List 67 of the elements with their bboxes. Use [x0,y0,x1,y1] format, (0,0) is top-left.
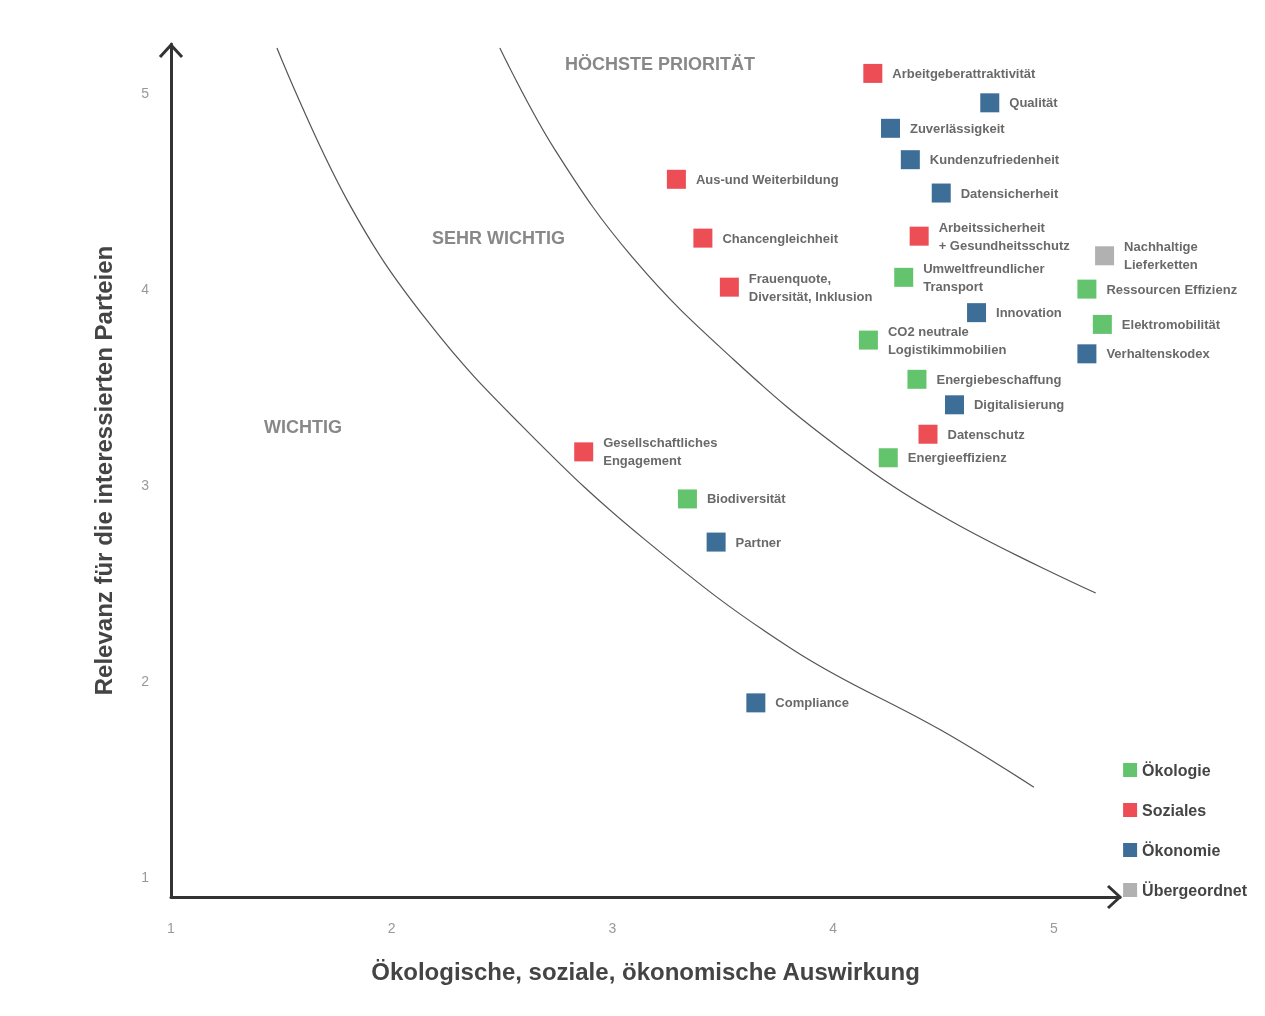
legend-label: Ökologie [1142,760,1211,779]
data-label: Gesellschaftliches Engagement [603,435,718,469]
data-label: Partner [735,534,782,550]
point [693,228,713,248]
data-label: Frauenquote, Diversität, Inklusion [748,270,873,304]
data-label: Verhaltenskodex [1106,346,1211,362]
point [574,442,594,462]
data-label: Compliance [775,695,850,711]
legend-label: Übergeordnet [1142,880,1248,899]
annotation: WICHTIG [264,417,342,437]
data-label: Energieeffizienz [907,450,1008,466]
data-label: Nachhaltige Lieferketten [1124,239,1198,273]
legend-label: Soziales [1142,801,1207,819]
x-axis-title: Ökologische, soziale, ökonomische Auswirkung [371,957,920,985]
data-label: Biodiversität [706,491,787,507]
x-tick-label: 1 [167,920,176,936]
point [863,63,883,83]
y-tick-label: 3 [141,477,150,494]
x-tick-label: 4 [829,920,838,936]
annotation: SEHR WICHTIG [432,228,565,248]
point [967,303,987,323]
data-label: Datenschutz [947,426,1026,442]
point [1077,344,1097,364]
data-label: Datensicherheit [960,185,1059,201]
data-label: Innovation [996,305,1062,321]
point [880,118,900,138]
y-tick-label: 4 [141,281,150,298]
annotation: HÖCHSTE PRIORITÄT [565,54,756,74]
point [858,330,878,350]
point [746,693,766,713]
y-axis-title: Relevanz für die interessierten Parteien [89,245,117,696]
y-tick-label: 1 [141,869,150,886]
point [944,395,964,415]
y-tick-label: 5 [141,85,150,102]
legend-label: Ökonomie [1142,840,1221,859]
x-tick-label: 2 [387,920,396,936]
x-tick-label: 5 [1049,920,1058,936]
point [900,150,920,170]
y-tick-label: 2 [141,673,150,690]
point [706,532,726,552]
point [931,183,951,203]
point [894,267,914,287]
point [1092,314,1112,334]
data-label: Chancengleichheit [722,230,839,246]
point [1095,246,1115,266]
point [980,93,1000,113]
point [719,277,739,297]
point [677,489,697,509]
point [1077,279,1097,299]
data-label: Aus-und Weiterbildung [695,171,839,187]
point [666,169,686,189]
point [909,226,929,246]
data-label: Zuverlässigkeit [909,120,1006,136]
data-label: Arbeitgeberattraktivität [892,65,1037,81]
data-label: CO2 neutrale Logistikimmobilien [887,323,1007,357]
point [918,424,938,444]
data-label: Elektromobilität [1121,316,1221,332]
data-label: Kundenzufriedenheit [929,152,1060,168]
point [907,369,927,389]
data-label: Digitalisierung [973,397,1065,413]
data-label: Energiebeschaffung [936,371,1062,387]
data-label: Arbeitssicherheit + Gesundheitsschutz [938,219,1071,253]
x-tick-label: 3 [608,920,617,936]
data-label: Ressourcen Effizienz [1106,281,1238,297]
point [878,448,898,468]
data-label: Umweltfreundlicher Transport [923,260,1045,294]
data-label: Qualität [1009,95,1059,111]
